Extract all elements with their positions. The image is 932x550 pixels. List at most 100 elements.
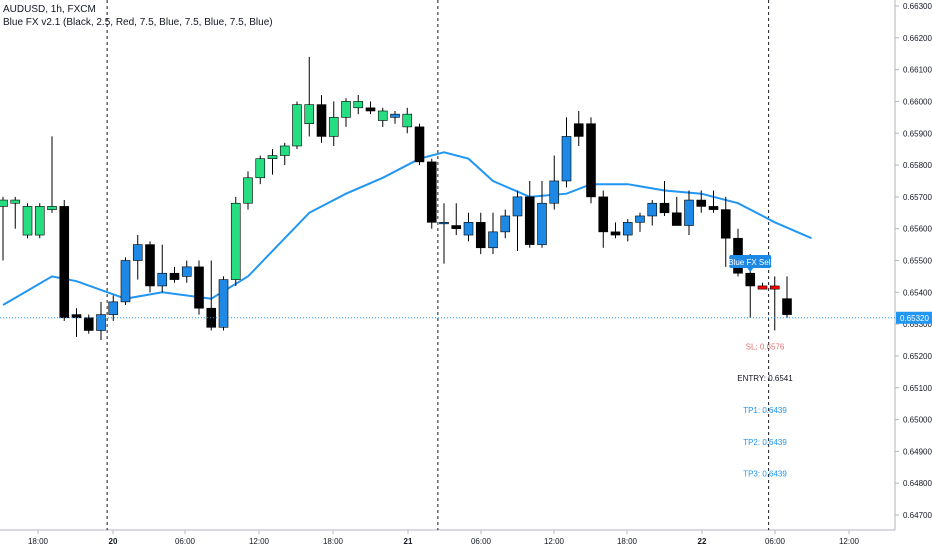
candle xyxy=(610,222,621,239)
candle-body xyxy=(34,206,45,236)
moving-average-line xyxy=(2,151,812,306)
candle xyxy=(757,282,768,290)
candle xyxy=(83,314,94,334)
candle-body xyxy=(353,101,364,109)
candle-body xyxy=(71,314,82,319)
candle xyxy=(696,190,707,213)
price-tick-label: 0.65800 xyxy=(903,161,932,170)
candle-body xyxy=(512,196,523,217)
price-tick-label: 0.65900 xyxy=(903,129,932,138)
candle xyxy=(475,212,486,255)
time-tick-label: 18:00 xyxy=(617,537,638,546)
candle-body xyxy=(0,199,8,207)
candle xyxy=(549,155,560,210)
candle-body xyxy=(537,202,547,245)
candle-body xyxy=(218,279,229,328)
candle xyxy=(169,266,180,283)
price-tick-label: 0.64900 xyxy=(903,447,932,456)
candle xyxy=(524,180,535,248)
candle-body xyxy=(561,136,572,182)
candle-body xyxy=(475,222,486,249)
candle-body xyxy=(757,285,768,290)
candle-body xyxy=(671,212,682,226)
time-tick-label: 12:00 xyxy=(544,537,565,546)
candle-body xyxy=(573,123,584,137)
candle xyxy=(328,101,339,146)
candle xyxy=(720,196,731,267)
candle xyxy=(659,180,670,216)
candle xyxy=(586,117,596,204)
candle xyxy=(132,235,143,280)
candle-body xyxy=(696,199,707,207)
candle-body xyxy=(635,215,645,223)
candle-body xyxy=(647,202,658,217)
price-tick-label: 0.65000 xyxy=(903,416,932,425)
candle xyxy=(0,196,8,261)
price-tick-label: 0.66100 xyxy=(903,66,932,75)
candle-body xyxy=(279,145,290,156)
candle xyxy=(769,276,780,331)
trade-level-label: TP3: 0.6439 xyxy=(743,470,787,479)
price-tick-label: 0.65700 xyxy=(903,193,932,202)
candle xyxy=(108,295,119,321)
time-tick-label: 20 xyxy=(109,537,118,546)
time-tick-label: 22 xyxy=(698,537,707,546)
candle xyxy=(439,203,449,264)
candle-body xyxy=(132,244,143,261)
candle xyxy=(708,190,719,213)
price-tick-label: 0.65100 xyxy=(903,384,932,393)
candle xyxy=(255,155,266,185)
time-tick-label: 18:00 xyxy=(28,537,49,546)
candle xyxy=(22,203,33,239)
candle-body xyxy=(463,222,474,236)
candle xyxy=(537,180,547,248)
candle xyxy=(181,260,192,283)
candle-body xyxy=(206,307,217,328)
time-tick-label: 12:00 xyxy=(839,537,860,546)
candle xyxy=(451,203,462,236)
candle xyxy=(402,107,413,134)
candle xyxy=(292,101,302,150)
candle xyxy=(267,149,278,175)
candle-body xyxy=(745,272,756,287)
candle-body xyxy=(426,161,437,223)
candle-body xyxy=(255,158,266,179)
candle-body xyxy=(96,314,106,331)
candle xyxy=(512,190,523,251)
candle xyxy=(10,196,21,229)
candle-body xyxy=(549,180,560,204)
candle-body xyxy=(59,206,70,319)
candle-body xyxy=(488,231,498,249)
candle xyxy=(671,196,682,226)
price-tick-label: 0.65200 xyxy=(903,352,932,361)
signal-label: Blue FX Sell xyxy=(728,258,772,267)
candle-body xyxy=(316,104,327,137)
price-tick-label: 0.66300 xyxy=(903,2,932,11)
candle xyxy=(353,95,364,115)
candle-body xyxy=(22,206,33,236)
price-tick-label: 0.65400 xyxy=(903,288,932,297)
candle xyxy=(120,257,131,306)
current-price-label: 0.65320 xyxy=(900,314,929,323)
candle xyxy=(733,228,743,277)
candle xyxy=(47,136,57,213)
trade-level-label: SL: 0.6576 xyxy=(746,342,785,351)
candle-body xyxy=(292,104,302,147)
candle-body xyxy=(341,101,351,118)
candle xyxy=(304,56,315,137)
time-tick-label: 06:00 xyxy=(765,537,786,546)
signal-pointer xyxy=(747,268,754,272)
price-tick-label: 0.65500 xyxy=(903,257,932,266)
candle xyxy=(243,171,253,210)
candle-body xyxy=(181,266,192,277)
candle-body xyxy=(610,231,621,236)
candle xyxy=(157,244,168,293)
candle-body xyxy=(304,104,315,125)
candle xyxy=(316,95,327,143)
candle xyxy=(34,203,45,239)
candle xyxy=(573,110,584,146)
candle xyxy=(59,200,70,321)
candle xyxy=(598,190,609,248)
candle xyxy=(684,190,694,236)
